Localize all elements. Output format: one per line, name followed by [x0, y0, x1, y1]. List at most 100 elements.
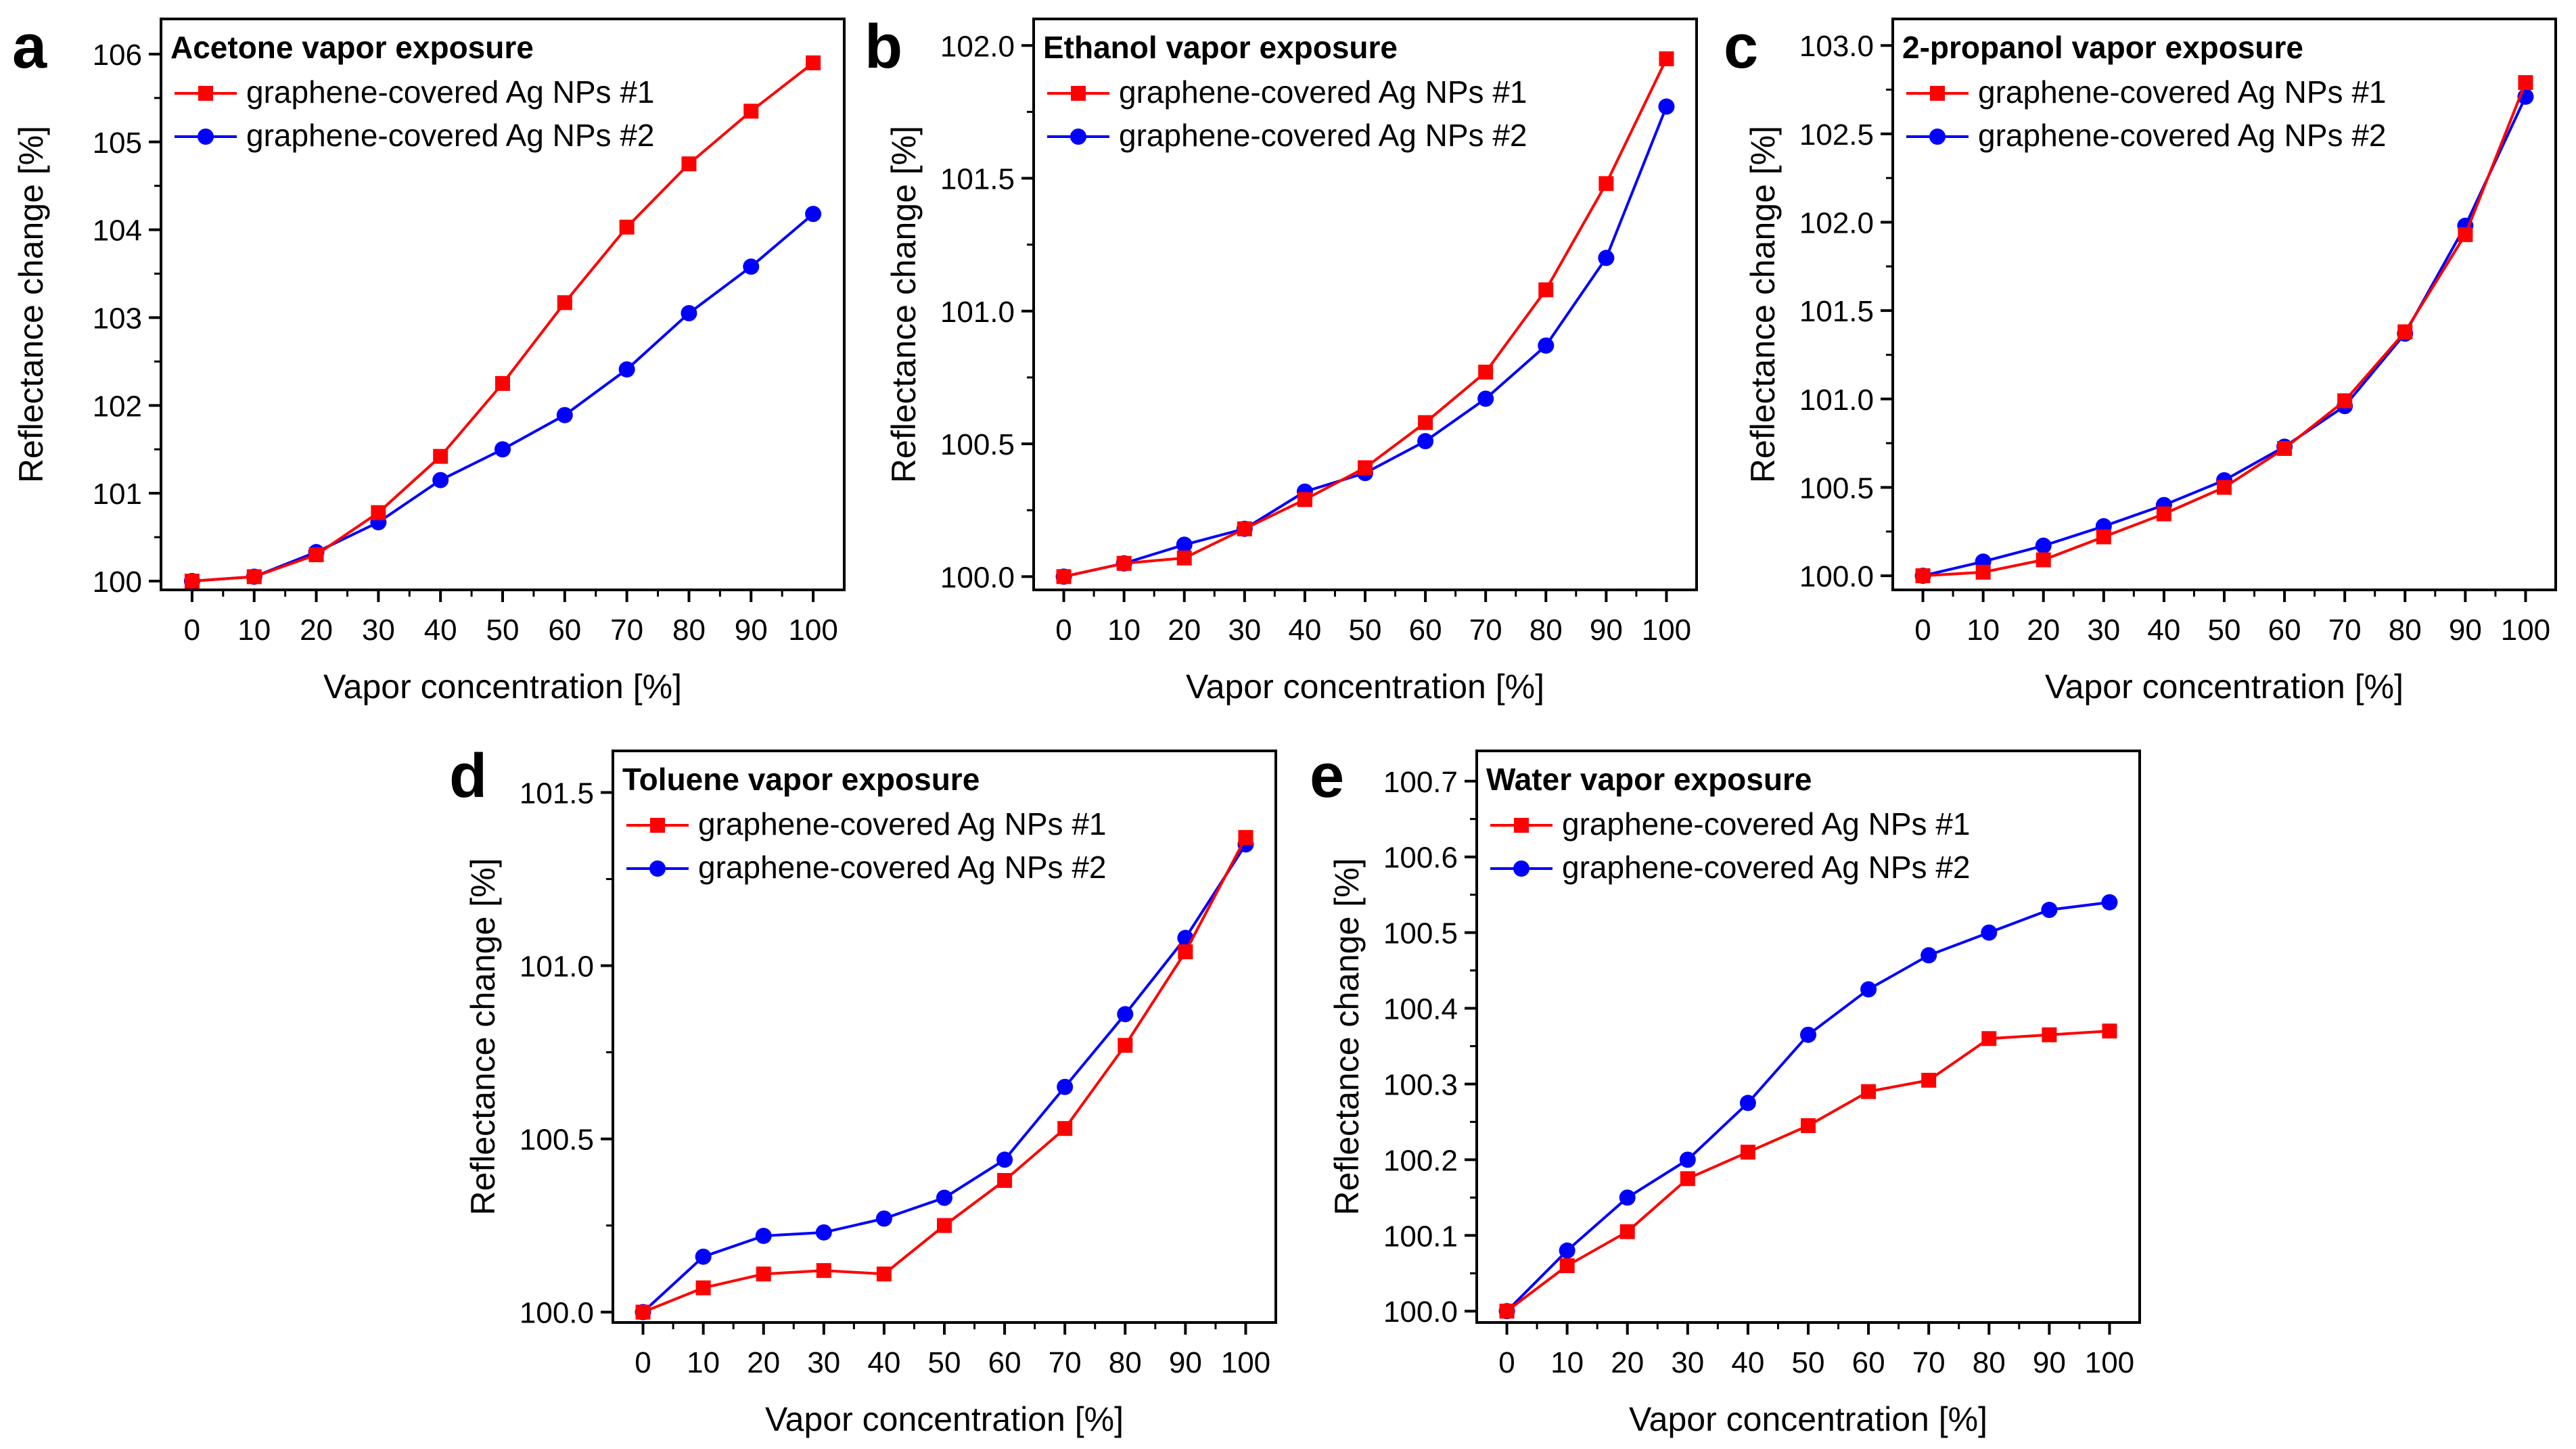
panel-c-series-1-point [2397, 324, 2413, 340]
panel-e-series-2-point [1920, 947, 1937, 964]
panel-a-legend-marker-1 [198, 86, 213, 101]
panel-a-series-2-line [191, 212, 814, 583]
panel-c-ytick-label: 100.0 [1799, 560, 1874, 593]
panel-a-series-2-point [805, 206, 822, 223]
panel-b-series-2-point [1477, 390, 1494, 407]
panel-b-ytick-label: 100.0 [940, 561, 1015, 594]
panel-e-ytick-label: 100.2 [1383, 1144, 1458, 1177]
panel-e-series-2-point [1679, 1151, 1696, 1168]
panel-d-xtick-label: 40 [867, 1346, 900, 1379]
panel-d-series-1-point [635, 1304, 651, 1320]
panel-a-ytick-label: 102 [93, 390, 142, 423]
panel-b-series-1-point [1237, 521, 1252, 536]
panel-e-xtick-label: 100 [2085, 1346, 2134, 1379]
panel-b-letter: b [865, 12, 902, 81]
panel-a-xlabel: Vapor concentration [%] [323, 668, 682, 706]
panel-b-series-1-point [1418, 415, 1433, 430]
panel-a-series-2-point [432, 472, 449, 488]
panel-d-ylabel: Reflectance change [%] [464, 858, 502, 1215]
panel-d-series-1-point [937, 1218, 952, 1233]
panel-e-series-2-point [2041, 902, 2058, 919]
panel-d-legend-marker-2 [649, 860, 666, 877]
panel-a-series-2-point [743, 258, 760, 275]
panel-c-xlabel: Vapor concentration [%] [2045, 668, 2404, 706]
panel-e-ytick-label: 100.4 [1383, 993, 1458, 1026]
panel-a-series-1-point [681, 156, 697, 172]
panel-e-xtick-label: 60 [1852, 1346, 1885, 1379]
panel-c-series-1-point [1975, 564, 1991, 580]
panel-e-series-2-point [1559, 1242, 1576, 1259]
panel-b-series-2-point [1538, 337, 1555, 354]
panel-e-series-1-point [1801, 1118, 1816, 1134]
panel-b-xtick-label: 40 [1288, 614, 1321, 647]
panel-c-ytick-label: 101.5 [1799, 295, 1874, 328]
panel-c-series-1-point [2036, 552, 2051, 568]
panel-a-series-1-point [495, 375, 510, 391]
panel-e-xtick-label: 20 [1611, 1346, 1644, 1379]
panel-b-xtick-label: 20 [1168, 614, 1201, 647]
panel-e-series-1-point [1921, 1072, 1937, 1088]
panel-b-legend-label-1: graphene-covered Ag NPs #1 [1119, 74, 1527, 110]
panel-c-title: 2-propanol vapor exposure [1902, 30, 2303, 65]
panel-d-xtick-label: 70 [1049, 1346, 1082, 1379]
panel-d-series-1-point [756, 1266, 771, 1282]
panel-a-series-2-point [495, 441, 511, 458]
panel-b-xtick-label: 90 [1590, 614, 1623, 647]
panel-d-series-1-point [876, 1266, 892, 1282]
panel-b-series-2-point [1598, 250, 1615, 267]
panel-c-series-1-point [2217, 480, 2232, 495]
panel-d-ytick-label: 100.5 [520, 1124, 594, 1157]
panel-a-series-1-point [557, 295, 572, 310]
panel-c-legend-label-1: graphene-covered Ag NPs #1 [1978, 74, 2387, 110]
panel-a-series-1-point [743, 104, 759, 119]
panel-a-xtick-label: 30 [362, 614, 395, 647]
panel-c-xtick-label: 20 [2027, 614, 2060, 647]
panel-b-xtick-label: 0 [1055, 614, 1072, 647]
panel-a-ytick-label: 106 [93, 39, 142, 72]
panel-a-xtick-label: 20 [300, 614, 333, 647]
panel-d-series-1-point [1118, 1038, 1133, 1053]
panel-e-xtick-label: 90 [2033, 1346, 2066, 1379]
panel-b-series-1-point [1297, 492, 1312, 507]
panel-d-series-1-point [695, 1280, 711, 1295]
panel-c-series-2-point [2035, 537, 2052, 554]
panel-a-xtick-label: 40 [424, 614, 457, 647]
panel-a-series-1-point [246, 569, 262, 584]
panel-d-series-2-point [815, 1224, 832, 1241]
panel-a-xtick-label: 80 [672, 614, 706, 647]
panel-d-title: Toluene vapor exposure [622, 762, 980, 797]
panel-c-ytick-label: 102.5 [1799, 118, 1874, 152]
panel-b-series-1-point [1176, 550, 1192, 566]
panel-b-legend-label-2: graphene-covered Ag NPs #2 [1119, 118, 1527, 153]
panel-b-series-2-line [1063, 106, 1668, 578]
panel-e-series-1-point [1559, 1258, 1575, 1274]
panel-a-series-2-point [618, 361, 635, 378]
panel-c-legend-marker-1 [1930, 86, 1945, 101]
panel-d-series-1-point [1057, 1121, 1073, 1136]
panel-e-series-1-point [1861, 1084, 1877, 1099]
panel-b-ytick-label: 101.0 [940, 296, 1015, 329]
panel-a-ytick-label: 104 [93, 214, 142, 248]
panel-d-legend-label-2: graphene-covered Ag NPs #2 [698, 850, 1107, 885]
panel-a-xtick-label: 10 [237, 614, 271, 647]
panel-e-series-1-point [1680, 1171, 1695, 1187]
panel-d-series-2-point [996, 1151, 1013, 1168]
panel-b-title: Ethanol vapor exposure [1043, 30, 1398, 65]
panel-c-series-1-point [2156, 506, 2171, 522]
panel-d-xtick-label: 80 [1109, 1346, 1142, 1379]
panel-d-xtick-label: 30 [807, 1346, 840, 1379]
panel-e-ytick-label: 100.1 [1383, 1220, 1458, 1253]
panel-a-ytick-label: 105 [93, 127, 142, 160]
panel-b-series-2-point [1176, 536, 1193, 553]
panel-e-ylabel: Reflectance change [%] [1328, 858, 1366, 1215]
panel-c-xtick-label: 90 [2449, 614, 2482, 647]
panel-a-legend-marker-2 [198, 129, 214, 145]
panel-e-series-1-point [2042, 1027, 2057, 1042]
panel-e-series-1-point [1619, 1224, 1635, 1239]
panel-b-series-1-point [1056, 569, 1072, 584]
panel-b-ylabel: Reflectance change [%] [885, 126, 923, 483]
panel-e-series-2-point [1981, 924, 1998, 941]
panel-c-xtick-label: 0 [1914, 614, 1931, 647]
panel-b-series-1-point [1659, 51, 1674, 66]
